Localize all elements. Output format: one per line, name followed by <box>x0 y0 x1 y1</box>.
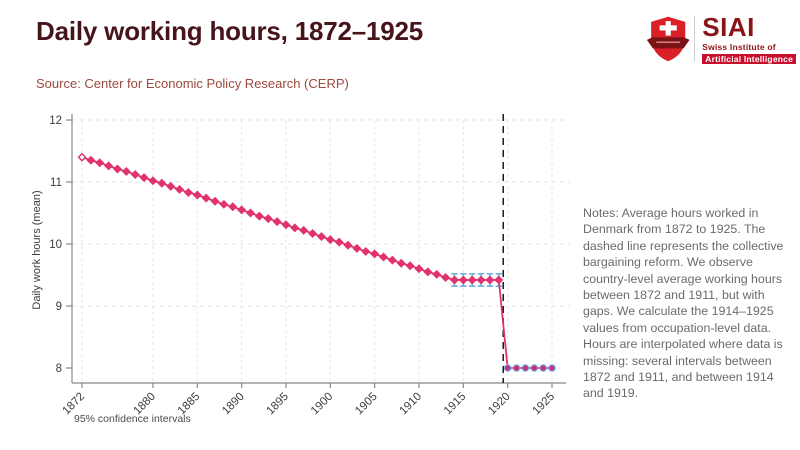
x-tick-label: 1890 <box>220 391 247 418</box>
page-title: Daily working hours, 1872–1925 <box>36 16 424 46</box>
source-line: Source: Center for Economic Policy Resea… <box>36 76 349 91</box>
data-point-diamond <box>343 240 353 250</box>
data-point-diamond <box>325 235 335 245</box>
data-point-circle <box>503 364 512 372</box>
ci-caption: 95% confidence intervals <box>74 413 191 425</box>
data-point-diamond <box>272 217 282 227</box>
data-point-diamond <box>148 176 158 186</box>
data-point-diamond <box>387 255 397 265</box>
data-point-diamond <box>467 275 477 285</box>
logo-text: SIAI Swiss Institute of Artificial Intel… <box>702 14 796 64</box>
data-point-diamond <box>370 249 380 259</box>
data-point-diamond <box>316 232 326 242</box>
data-point-diamond <box>192 190 202 200</box>
x-tick-label: 1910 <box>398 391 425 418</box>
data-point-diamond <box>423 267 433 277</box>
data-point-diamond <box>175 184 185 194</box>
logo-subtitle-2: Artificial Intelligence <box>702 53 796 64</box>
data-point-circle <box>539 364 547 372</box>
ribbon-detail <box>656 41 681 43</box>
data-point-diamond <box>414 264 424 274</box>
data-point-diamond <box>379 252 388 262</box>
y-tick-label: 11 <box>50 177 62 189</box>
x-tick-label: 1925 <box>531 391 558 418</box>
x-tick-label: 1895 <box>265 391 292 418</box>
data-point-diamond <box>441 272 451 282</box>
data-point-diamond <box>112 164 122 174</box>
y-tick-label: 9 <box>56 301 62 313</box>
data-point-diamond <box>334 237 344 247</box>
data-point-diamond <box>219 199 229 209</box>
logo-divider <box>694 16 696 62</box>
data-point-diamond <box>396 258 406 268</box>
y-tick-label: 12 <box>49 115 62 127</box>
data-point-diamond <box>432 269 442 279</box>
data-point-diamond <box>299 225 309 235</box>
data-point-diamond <box>281 220 291 230</box>
data-point-diamond <box>352 243 362 253</box>
data-point-diamond <box>104 161 114 171</box>
data-point-diamond <box>485 275 495 285</box>
data-point-diamond <box>458 275 468 285</box>
data-point-diamond <box>201 193 211 203</box>
data-point-diamond <box>237 205 247 215</box>
data-point-diamond <box>494 275 504 285</box>
data-point-diamond <box>228 202 238 212</box>
data-point-diamond <box>139 173 149 183</box>
data-point-circle <box>548 364 556 372</box>
data-point-diamond <box>361 246 371 256</box>
logo-subtitle-1: Swiss Institute of <box>702 42 776 52</box>
data-point-diamond <box>130 170 140 180</box>
data-point-circle <box>521 364 530 372</box>
siai-logo: SIAI Swiss Institute of Artificial Intel… <box>646 10 796 68</box>
y-tick-label: 10 <box>49 239 62 251</box>
x-tick-label: 1905 <box>353 391 380 418</box>
data-point-circle <box>512 364 521 372</box>
data-point-diamond <box>254 211 264 221</box>
notes-text: Notes: Average hours worked in Denmark f… <box>583 206 784 401</box>
data-point-diamond <box>77 152 87 162</box>
data-point-diamond <box>476 275 486 285</box>
y-tick-label: 8 <box>56 363 62 375</box>
x-tick-label: 1920 <box>486 391 513 418</box>
data-point-diamond <box>263 214 273 224</box>
x-tick-label: 1900 <box>309 391 336 418</box>
cross-horizontal <box>659 25 677 31</box>
logo-acronym: SIAI <box>702 12 755 42</box>
data-point-diamond <box>246 208 255 218</box>
data-point-diamond <box>86 155 96 165</box>
swiss-shield-icon <box>646 16 690 62</box>
data-point-diamond <box>290 223 300 233</box>
data-point-diamond <box>308 228 318 238</box>
y-axis-title: Daily work hours (mean) <box>31 190 43 309</box>
data-point-diamond <box>121 166 131 176</box>
data-point-diamond <box>449 275 459 285</box>
data-point-diamond <box>157 178 167 188</box>
x-tick-label: 1915 <box>442 391 469 418</box>
data-point-diamond <box>95 158 105 168</box>
data-point-diamond <box>183 188 193 198</box>
data-point-diamond <box>405 261 415 271</box>
data-point-circle <box>530 364 539 372</box>
data-point-diamond <box>210 196 220 206</box>
data-point-diamond <box>166 181 176 191</box>
